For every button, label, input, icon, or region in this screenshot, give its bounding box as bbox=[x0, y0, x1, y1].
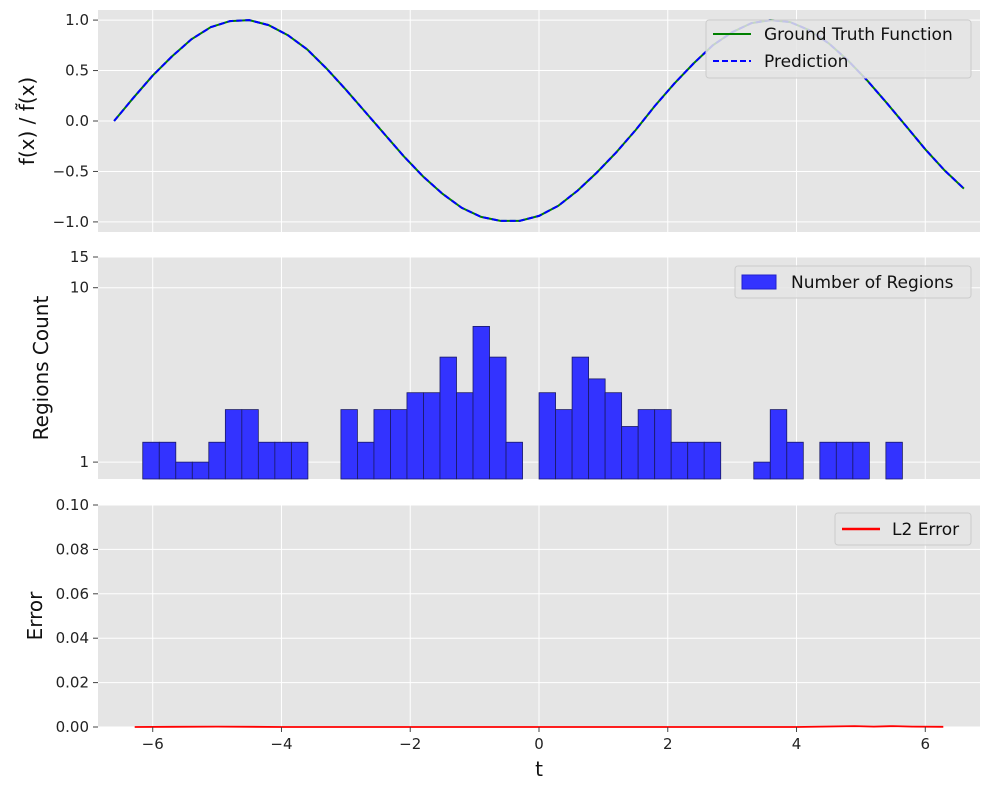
histogram-bar bbox=[538, 392, 556, 480]
x-tick-label: 2 bbox=[663, 735, 673, 753]
histogram-bar bbox=[571, 356, 590, 480]
function-legend-box bbox=[705, 19, 972, 79]
histogram-bar bbox=[588, 378, 606, 480]
histogram-bar bbox=[753, 461, 771, 480]
legend-label-l2-error: L2 Error bbox=[892, 520, 959, 540]
legend-label-prediction: Prediction bbox=[764, 52, 848, 72]
error-legend: L2 Error bbox=[834, 512, 972, 546]
histogram-bar bbox=[257, 441, 276, 480]
histogram-bar bbox=[357, 441, 375, 480]
histogram-bar bbox=[670, 441, 689, 480]
legend-swatch-regions bbox=[741, 274, 777, 290]
histogram-bar bbox=[142, 441, 160, 480]
histogram-bar bbox=[158, 441, 177, 480]
x-tick-label: 4 bbox=[792, 735, 802, 753]
x-tick-label: −6 bbox=[142, 735, 164, 753]
histogram-bar bbox=[621, 426, 639, 480]
x-tick-label: 0 bbox=[534, 735, 544, 753]
histogram-bar bbox=[241, 409, 259, 480]
histogram-bar bbox=[406, 392, 424, 480]
y-tick-label: 1 bbox=[79, 453, 89, 471]
error-legend-box bbox=[834, 512, 972, 546]
histogram-bar bbox=[489, 356, 507, 480]
y-tick-label: 0.10 bbox=[56, 496, 89, 514]
histogram-bar bbox=[290, 441, 309, 480]
histogram-bar bbox=[390, 409, 408, 480]
histogram-bar bbox=[703, 441, 722, 480]
histogram-bar bbox=[885, 441, 903, 480]
y-tick-label: 10 bbox=[70, 279, 89, 297]
histogram-bar bbox=[819, 441, 837, 480]
histogram-bar bbox=[555, 409, 573, 480]
y-tick-label: 0.02 bbox=[56, 674, 89, 692]
regions-legend-box bbox=[734, 265, 972, 299]
y-tick-label: 0.0 bbox=[65, 112, 89, 130]
histogram-bar bbox=[175, 461, 193, 480]
histogram-bar bbox=[786, 441, 804, 480]
y-tick-label: 0.00 bbox=[56, 718, 89, 736]
legend-label-ground-truth: Ground Truth Function bbox=[764, 25, 953, 45]
y-tick-label: 1.0 bbox=[65, 11, 89, 29]
function-legend: Ground Truth Function Prediction bbox=[705, 19, 972, 79]
histogram-bar bbox=[208, 441, 226, 480]
y-tick-label: 15 bbox=[70, 248, 89, 266]
histogram-bar bbox=[373, 409, 391, 480]
error-x-axis-label: t bbox=[535, 757, 543, 781]
function-y-axis-label: f(x) / f̃(x) bbox=[15, 77, 39, 165]
histogram-bar bbox=[472, 325, 490, 480]
histogram-bar bbox=[191, 461, 210, 480]
function-panel: −1.0 −0.5 0.0 0.5 1.0 f(x) / f̃(x) Ground Tr… bbox=[15, 10, 980, 232]
histogram-bar bbox=[835, 441, 854, 480]
y-tick-label: 0.5 bbox=[65, 62, 89, 80]
histogram-bar bbox=[687, 441, 705, 480]
histogram-bar bbox=[637, 409, 656, 480]
regions-panel: 1 10 15 Regions Count Number of Regions bbox=[29, 248, 980, 480]
series-line-prediction bbox=[113, 19, 965, 222]
histogram-bar bbox=[224, 409, 243, 480]
y-tick-label: 0.06 bbox=[56, 585, 89, 603]
histogram-bar bbox=[274, 441, 292, 480]
error-y-axis-label: Error bbox=[23, 591, 47, 641]
series-line-l2-error bbox=[134, 725, 944, 728]
x-tick-label: 6 bbox=[921, 735, 931, 753]
histogram-bar bbox=[505, 441, 523, 480]
regions-legend: Number of Regions bbox=[734, 265, 972, 299]
x-tick-label: −2 bbox=[399, 735, 421, 753]
error-panel: 0.00 0.02 0.04 0.06 0.08 0.10 −6 −4 −2 0 2 4 6 Error… bbox=[23, 496, 980, 781]
y-tick-label: 0.04 bbox=[56, 629, 89, 647]
histogram-bar bbox=[604, 392, 623, 480]
y-tick-label: −1.0 bbox=[53, 213, 89, 231]
histogram-bar bbox=[340, 409, 358, 480]
regions-y-axis-label: Regions Count bbox=[29, 296, 53, 441]
histogram-bar bbox=[423, 392, 441, 480]
y-tick-label: 0.08 bbox=[56, 540, 89, 558]
x-tick-label: −4 bbox=[270, 735, 292, 753]
histogram-bar bbox=[852, 441, 870, 480]
histogram-bar bbox=[769, 409, 788, 480]
legend-label-regions: Number of Regions bbox=[791, 273, 954, 293]
histogram-bar bbox=[456, 392, 474, 480]
y-tick-label: −0.5 bbox=[53, 162, 89, 180]
histogram-bar bbox=[439, 356, 457, 480]
histogram-bar bbox=[654, 409, 672, 480]
